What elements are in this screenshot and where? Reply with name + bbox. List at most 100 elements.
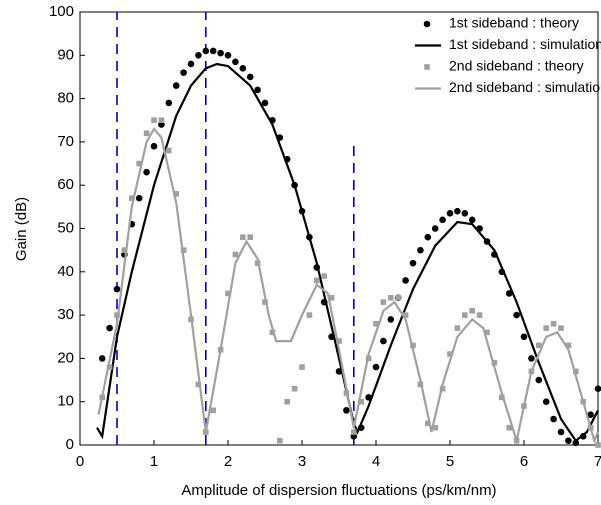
marker [558,325,564,331]
marker [543,325,549,331]
marker [180,69,187,76]
x-tick-label: 3 [298,453,306,470]
marker [173,191,179,197]
marker [595,442,601,448]
marker [113,285,121,293]
marker [328,294,335,301]
marker [372,363,380,371]
x-tick-label: 1 [150,453,158,470]
marker [209,47,217,55]
marker [261,99,269,107]
marker [505,290,513,297]
x-tick-label: 2 [224,453,232,470]
marker [239,64,247,72]
marker [454,207,461,215]
series-line [96,62,599,443]
y-tick-label: 20 [57,349,74,366]
marker [187,60,195,68]
marker [180,247,187,253]
marker [506,424,512,431]
marker [336,338,342,344]
marker [143,168,150,176]
marker [402,312,409,318]
marker [210,407,216,414]
marker [484,329,490,336]
x-tick-label: 0 [76,453,84,470]
y-tick-label: 100 [49,3,74,20]
marker [166,147,172,154]
marker [468,216,476,224]
x-tick-label: 6 [520,453,528,470]
marker [499,394,505,401]
marker [202,47,210,55]
marker [195,52,202,59]
marker [98,355,106,362]
marker [387,316,395,323]
marker [135,194,143,202]
x-tick-label: 4 [372,453,380,470]
marker [240,234,246,240]
marker [431,225,439,232]
marker [106,364,113,370]
marker [143,130,150,137]
marker [542,398,550,406]
y-tick-label: 40 [57,263,74,280]
marker [520,333,528,341]
marker [513,311,520,319]
marker [232,58,239,66]
marker [395,294,401,301]
marker [432,424,438,431]
marker [129,195,135,201]
marker [277,437,283,444]
marker [321,273,327,279]
marker [151,117,157,124]
x-axis-label: Amplitude of dispersion fluctuations (ps… [181,482,496,499]
marker [136,160,142,167]
x-tick-label: 7 [594,453,601,470]
y-tick-label: 30 [57,306,74,323]
y-tick-label: 70 [57,133,74,150]
marker [402,277,409,284]
marker [424,233,432,241]
marker [446,210,454,217]
marker [417,246,424,254]
marker [225,290,231,297]
marker [454,325,461,331]
marker [172,82,180,89]
marker [380,337,387,345]
marker [247,234,253,240]
legend-label: 1st sideband : simulations [449,36,601,52]
marker [439,216,446,224]
marker [373,320,379,327]
y-tick-label: 50 [57,219,74,236]
marker [423,20,431,28]
marker [587,411,594,418]
marker [262,299,268,305]
series-line [97,126,600,446]
y-tick-label: 90 [57,46,74,63]
marker [232,251,239,258]
marker [150,142,158,150]
marker [476,312,483,318]
plot-frame [79,11,599,446]
y-tick-label: 80 [57,90,74,107]
marker [565,437,572,444]
legend-label: 2nd sideband : simulations [449,79,601,95]
marker [491,359,498,366]
marker [594,385,601,393]
marker [165,99,173,107]
marker [246,73,254,81]
marker [573,368,579,375]
marker [461,210,469,217]
marker [158,117,165,124]
marker [557,428,565,436]
marker [269,329,276,336]
marker [314,277,320,284]
marker [306,312,313,318]
marker [351,429,357,435]
marker [424,64,430,70]
marker [409,259,417,267]
marker [572,439,580,447]
marker [299,364,305,370]
